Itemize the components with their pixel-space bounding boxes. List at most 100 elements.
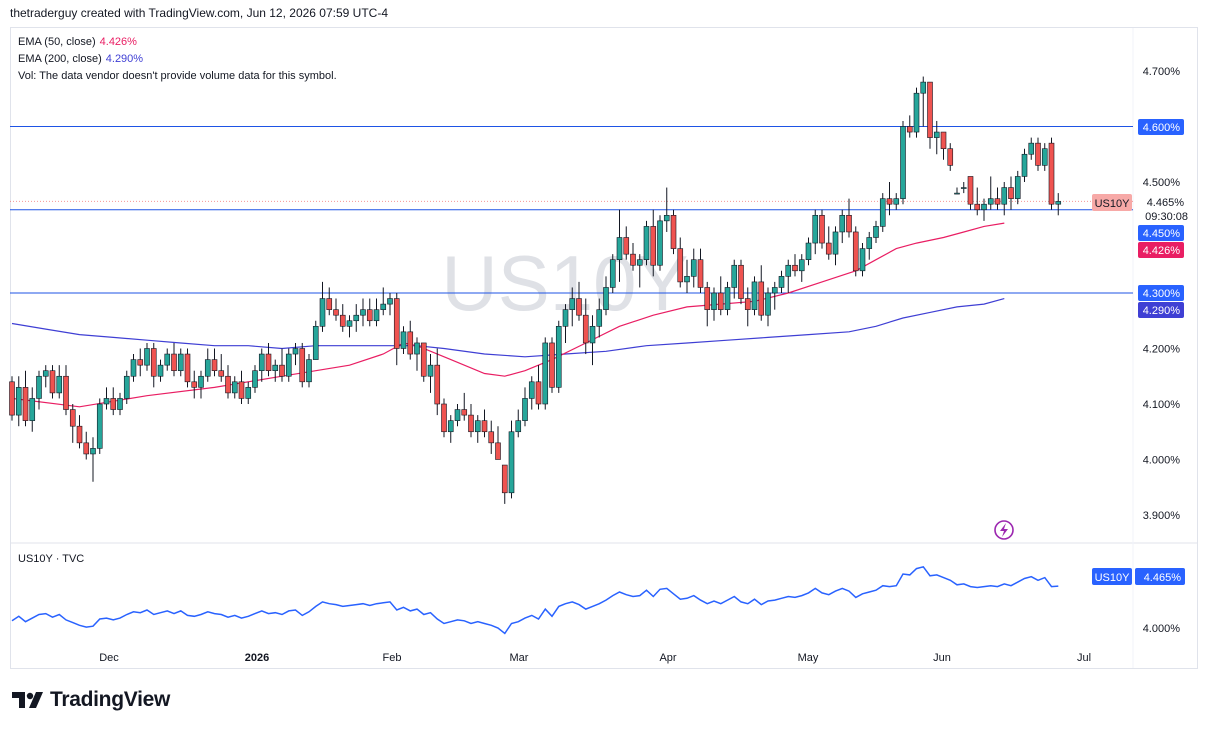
candle[interactable] — [468, 404, 474, 438]
candle[interactable] — [616, 209, 623, 282]
candle[interactable] — [630, 243, 636, 271]
candle[interactable] — [805, 237, 812, 266]
candle[interactable] — [657, 215, 663, 271]
ema200-legend[interactable]: EMA (200, close) 4.290% — [18, 53, 143, 65]
candle[interactable] — [900, 120, 906, 205]
candle[interactable] — [535, 365, 542, 410]
candle[interactable] — [879, 193, 886, 232]
candle[interactable] — [819, 209, 825, 249]
candle[interactable] — [582, 298, 589, 355]
candle[interactable] — [184, 348, 191, 388]
candle[interactable] — [967, 176, 974, 210]
candle[interactable] — [339, 304, 346, 332]
ema50-legend[interactable]: EMA (50, close) 4.426% — [18, 36, 137, 48]
candle[interactable] — [751, 276, 758, 316]
candle[interactable] — [400, 326, 407, 355]
candle[interactable] — [380, 287, 387, 316]
candle[interactable] — [90, 437, 96, 482]
candle[interactable] — [1001, 182, 1008, 216]
candle[interactable] — [279, 348, 285, 382]
last-price-badge[interactable]: 4.465% 09:30:08 — [1135, 194, 1188, 224]
candle[interactable] — [144, 342, 150, 371]
candle[interactable] — [873, 220, 879, 244]
candle[interactable] — [677, 237, 684, 288]
candle[interactable] — [609, 254, 616, 293]
candle[interactable] — [299, 342, 306, 388]
lower-value-badge[interactable]: 4.465% — [1135, 568, 1185, 585]
candle[interactable] — [137, 348, 144, 377]
candle[interactable] — [42, 365, 49, 388]
candle[interactable] — [366, 298, 373, 327]
candle[interactable] — [562, 304, 569, 343]
candle[interactable] — [231, 376, 238, 399]
candle[interactable] — [798, 254, 805, 282]
candle[interactable] — [117, 392, 123, 416]
candle[interactable] — [549, 337, 555, 393]
candle[interactable] — [981, 198, 987, 221]
candle[interactable] — [576, 281, 582, 321]
candle[interactable] — [697, 248, 704, 293]
candle[interactable] — [866, 231, 873, 260]
candle[interactable] — [285, 348, 292, 382]
candle[interactable] — [191, 370, 198, 399]
candle[interactable] — [913, 87, 920, 138]
candle[interactable] — [893, 193, 900, 210]
candle[interactable] — [501, 464, 508, 504]
candle[interactable] — [312, 320, 319, 360]
candle[interactable] — [495, 426, 501, 460]
candle[interactable] — [407, 320, 414, 360]
candle[interactable] — [258, 348, 265, 382]
candle[interactable] — [353, 304, 360, 332]
candle[interactable] — [306, 354, 312, 388]
candle[interactable] — [110, 387, 117, 416]
candle[interactable] — [123, 370, 130, 404]
candle[interactable] — [56, 365, 63, 399]
candle[interactable] — [171, 342, 177, 377]
candle[interactable] — [157, 359, 164, 382]
candle[interactable] — [555, 320, 562, 393]
candle[interactable] — [987, 176, 994, 210]
candle[interactable] — [420, 342, 427, 382]
candle[interactable] — [839, 209, 846, 244]
candle[interactable] — [49, 365, 56, 399]
candle[interactable] — [994, 187, 1001, 210]
candle[interactable] — [920, 76, 927, 127]
candle[interactable] — [684, 259, 690, 293]
candle[interactable] — [886, 182, 893, 216]
candle[interactable] — [785, 259, 792, 293]
candle[interactable] — [393, 293, 400, 366]
candle[interactable] — [603, 276, 609, 316]
lightning-icon[interactable] — [994, 520, 1014, 540]
candle[interactable] — [596, 298, 603, 338]
candle[interactable] — [771, 281, 778, 310]
candle[interactable] — [252, 365, 258, 393]
candle[interactable] — [1035, 137, 1041, 171]
candle[interactable] — [474, 415, 481, 443]
candle[interactable] — [96, 398, 103, 454]
candle[interactable] — [515, 409, 522, 438]
last-symbol-badge[interactable]: US10Y — [1092, 194, 1132, 211]
candle[interactable] — [22, 370, 29, 427]
candle[interactable] — [522, 387, 528, 427]
candle[interactable] — [326, 287, 333, 316]
tradingview-logo[interactable]: TradingView — [12, 688, 170, 712]
candle[interactable] — [238, 370, 245, 404]
candle[interactable] — [724, 281, 731, 316]
candle[interactable] — [211, 348, 218, 377]
candle[interactable] — [427, 354, 434, 393]
candle[interactable] — [738, 259, 744, 305]
candle[interactable] — [906, 115, 913, 138]
candle[interactable] — [1041, 143, 1048, 171]
candle[interactable] — [711, 287, 717, 321]
candle[interactable] — [461, 392, 468, 421]
candle[interactable] — [778, 270, 785, 293]
candle[interactable] — [947, 143, 954, 171]
candle[interactable] — [15, 376, 22, 427]
price-badge-4450[interactable]: 4.450% — [1138, 225, 1184, 241]
candle[interactable] — [731, 259, 738, 299]
candle[interactable] — [1055, 193, 1062, 216]
candle[interactable] — [63, 365, 69, 416]
candle[interactable] — [812, 209, 819, 255]
candle[interactable] — [225, 365, 231, 399]
price-badge-4300[interactable]: 4.300% — [1138, 285, 1184, 301]
